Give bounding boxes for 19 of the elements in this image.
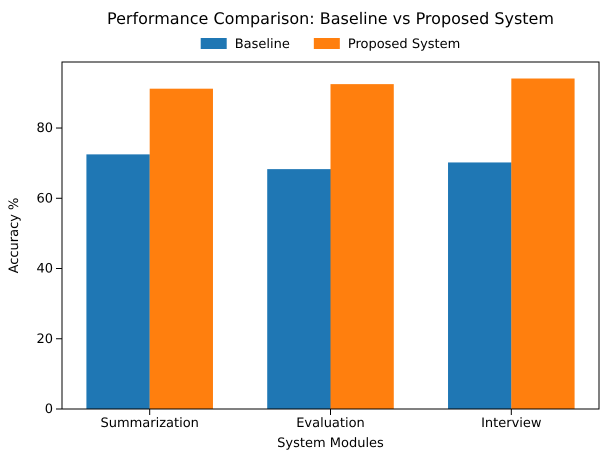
x-tick-label: Interview [481, 416, 542, 432]
x-tick-label: Summarization [100, 416, 199, 432]
bar [448, 162, 512, 409]
y-tick-label: 0 [44, 402, 53, 418]
y-tick-label: 60 [36, 191, 53, 206]
bar [511, 78, 575, 409]
bar [330, 84, 394, 409]
y-tick-label: 80 [36, 121, 53, 136]
x-axis-title: System Modules [277, 436, 384, 451]
bar [267, 169, 330, 409]
y-tick-label: 40 [36, 262, 53, 277]
chart-title: Performance Comparison: Baseline vs Proposed System [107, 9, 554, 28]
bar [86, 154, 150, 409]
legend-label: Baseline [234, 37, 290, 52]
bar [150, 88, 213, 409]
legend-label: Proposed System [348, 37, 460, 52]
x-tick-label: Evaluation [296, 416, 365, 432]
y-tick-label: 20 [36, 332, 53, 347]
y-axis-title: Accuracy % [7, 198, 22, 274]
